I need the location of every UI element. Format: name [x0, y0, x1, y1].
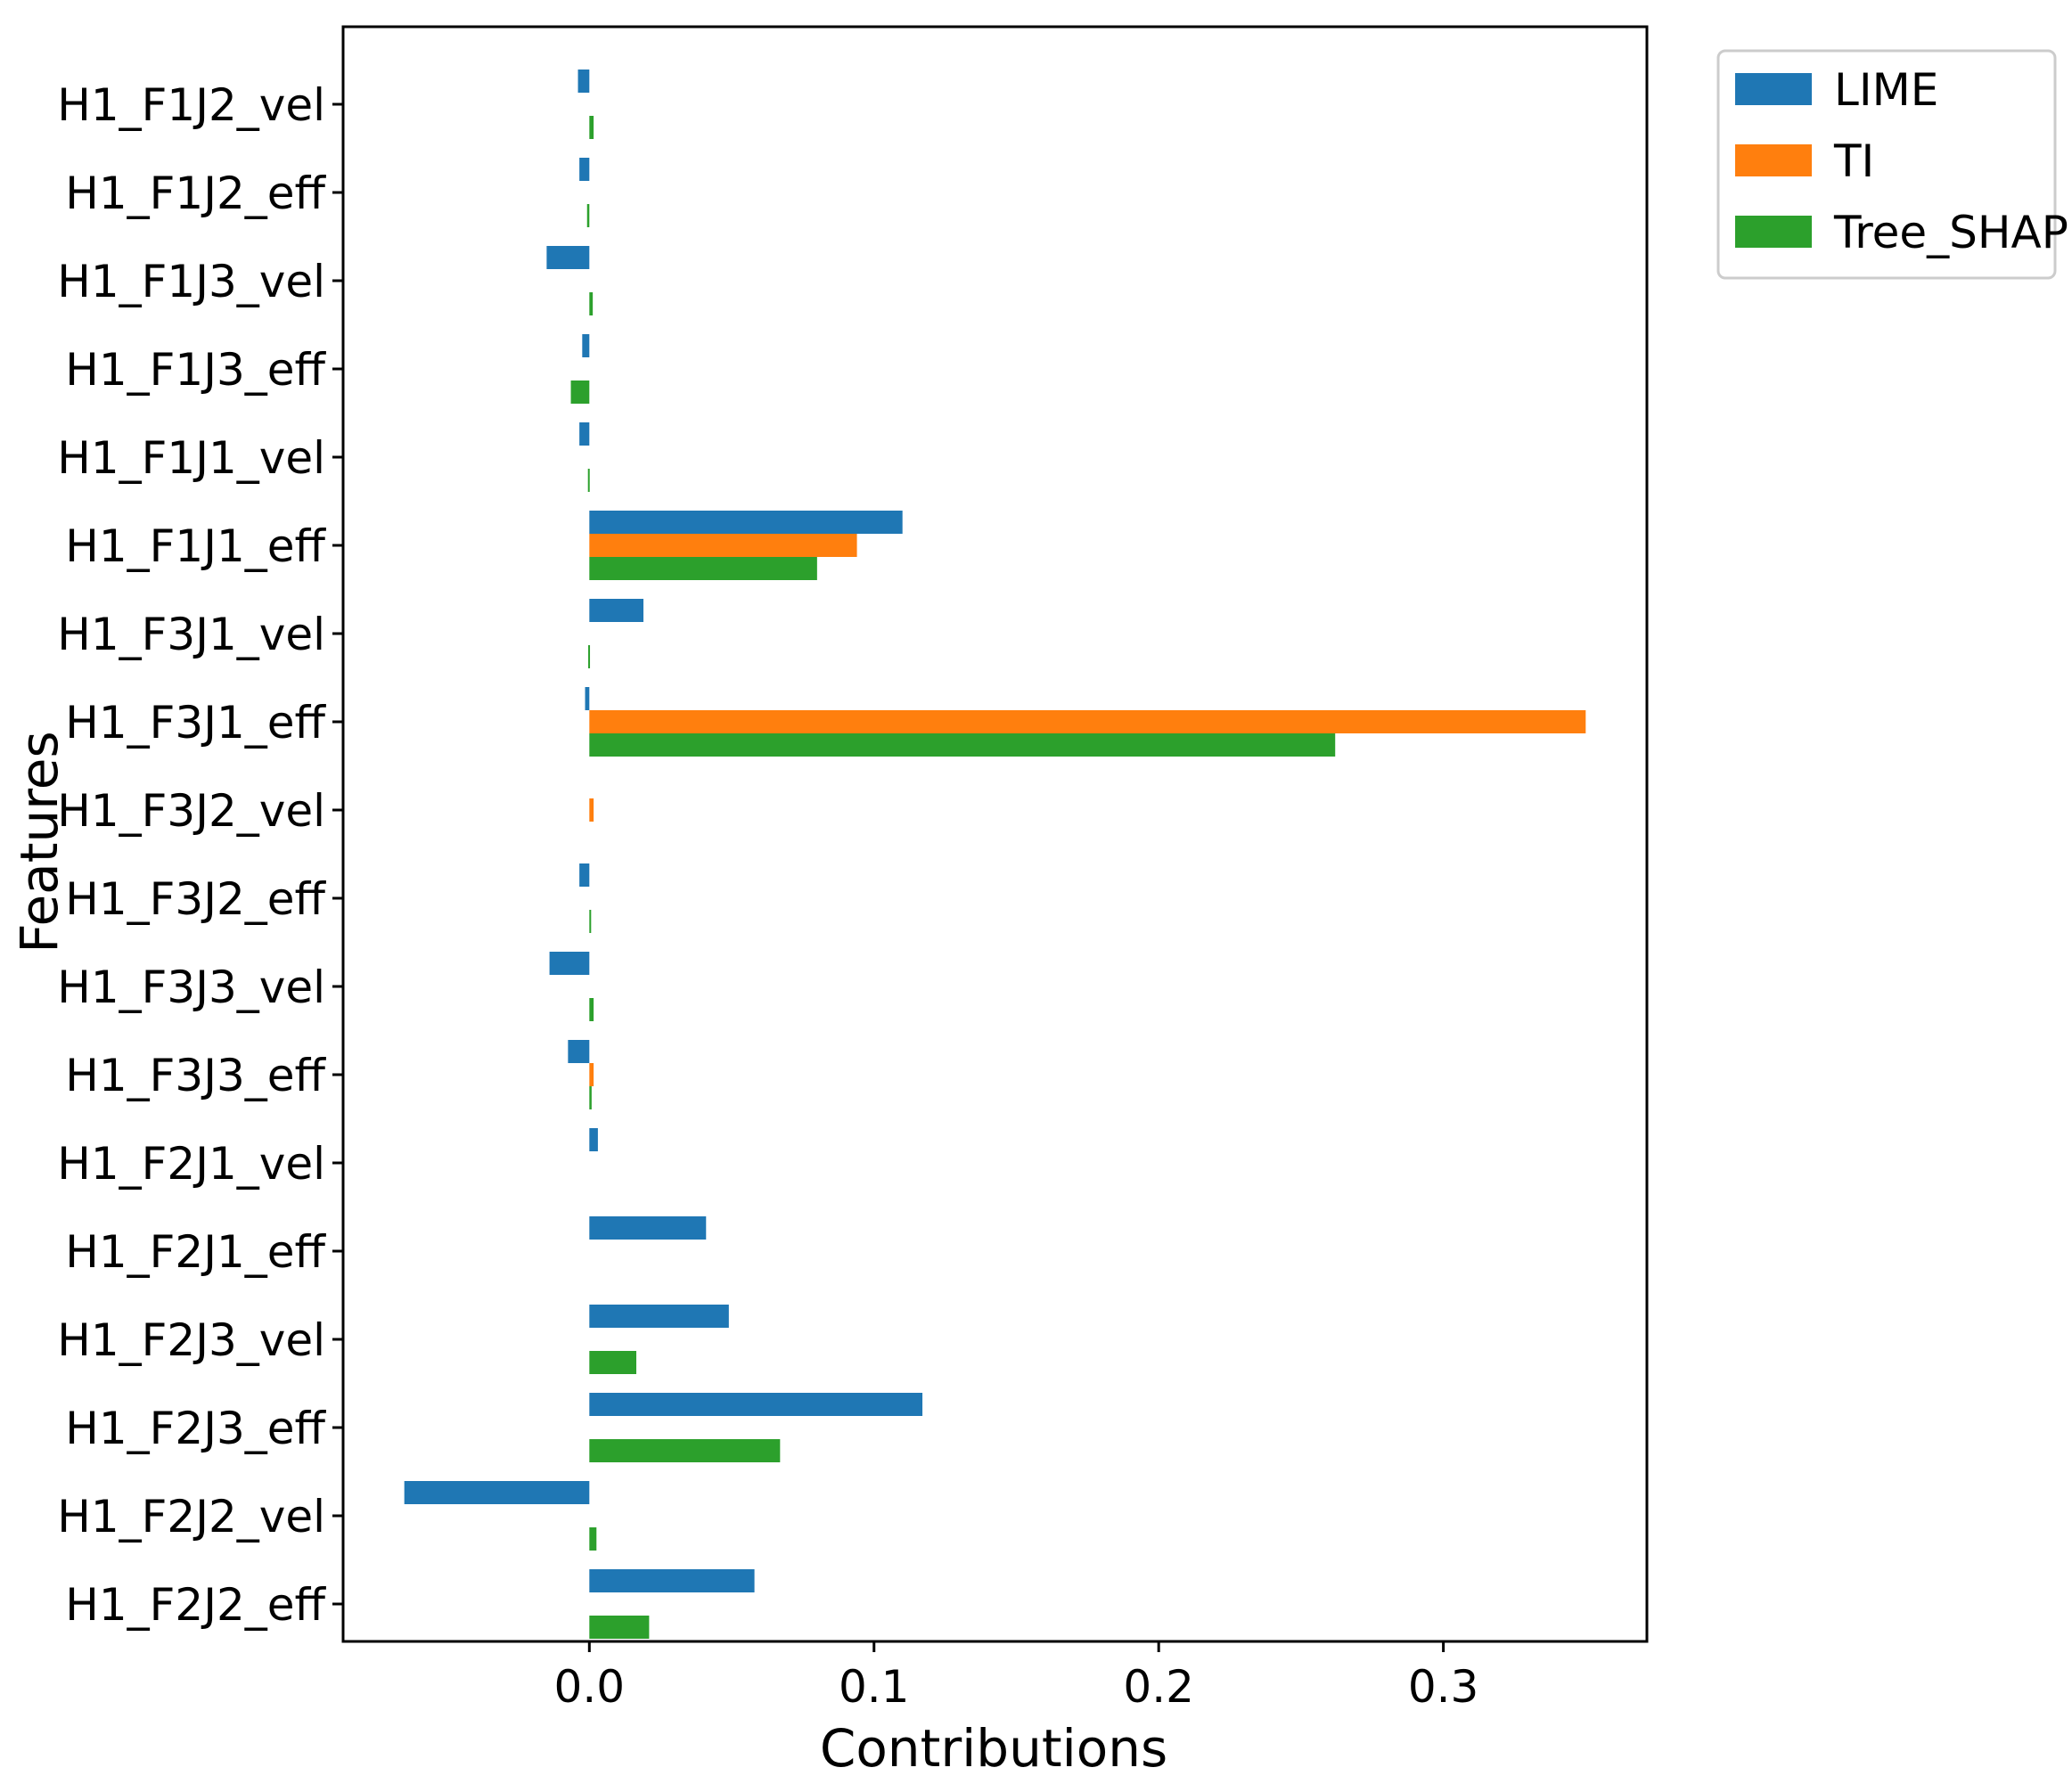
bar-lime-h1-f2j1-eff	[589, 1216, 707, 1240]
bar-lime-h1-f2j3-eff	[589, 1393, 923, 1416]
bar-tree-shap-h1-f3j1-eff	[589, 733, 1336, 757]
bar-lime-h1-f3j3-vel	[549, 952, 590, 975]
y-tick-label: H1_F2J1_vel	[57, 1138, 325, 1190]
y-tick-label: H1_F1J2_vel	[57, 79, 325, 131]
bar-tree-shap-h1-f3j3-eff	[589, 1086, 592, 1109]
bar-lime-h1-f1j3-eff	[582, 334, 590, 357]
bar-ti-h1-f3j1-eff	[589, 710, 1586, 733]
bars-layer	[404, 70, 1586, 1639]
x-tick-label: 0.1	[839, 1661, 910, 1713]
bar-tree-shap-h1-f3j1-vel	[588, 645, 591, 668]
bar-tree-shap-h1-f1j1-vel	[587, 469, 590, 492]
y-tick-label: H1_F2J2_vel	[57, 1491, 325, 1543]
bar-lime-h1-f2j2-eff	[589, 1569, 755, 1592]
bar-tree-shap-h1-f3j3-vel	[589, 998, 594, 1021]
y-axis: H1_F1J2_vel H1_F1J2_eff H1_F1J3_vel H1_F1J3…	[57, 79, 343, 1631]
legend-label-lime: LIME	[1834, 64, 1938, 116]
bar-lime-h1-f3j2-eff	[579, 863, 590, 887]
bar-ti-h1-f3j2-vel	[589, 798, 594, 822]
y-tick-label: H1_F2J1_eff	[65, 1226, 326, 1278]
y-tick-label: H1_F2J3_eff	[65, 1403, 326, 1454]
legend: LIME TI Tree_SHAP	[1716, 49, 2068, 280]
x-axis: 0.0 0.1 0.2 0.3	[554, 1641, 1479, 1713]
bar-lime-h1-f3j1-eff	[585, 687, 590, 710]
y-tick-label: H1_F2J2_eff	[65, 1579, 326, 1631]
legend-label-tree-shap: Tree_SHAP	[1833, 207, 2068, 258]
bar-tree-shap-h1-f2j3-vel	[589, 1351, 637, 1374]
legend-swatch-tree-shap	[1735, 216, 1812, 248]
y-tick-label: H1_F1J2_eff	[65, 168, 326, 219]
y-tick-label: H1_F1J3_eff	[65, 344, 326, 396]
bar-tree-shap-h1-f2j2-eff	[589, 1616, 650, 1639]
x-tick-label: 0.3	[1408, 1661, 1479, 1713]
bar-tree-shap-h1-f1j1-eff	[589, 557, 817, 580]
bar-ti-h1-f3j3-eff	[589, 1063, 594, 1086]
y-axis-title: Features	[9, 731, 70, 953]
bar-lime-h1-f1j2-vel	[577, 70, 590, 93]
bar-tree-shap-h1-f1j2-vel	[589, 116, 594, 139]
y-tick-label: H1_F3J2_vel	[57, 785, 325, 837]
bar-lime-h1-f1j1-vel	[579, 422, 590, 446]
y-tick-label: H1_F1J1_vel	[57, 432, 325, 484]
legend-swatch-lime	[1735, 73, 1812, 105]
y-tick-label: H1_F3J2_eff	[65, 873, 326, 925]
bar-tree-shap-h1-f1j3-vel	[589, 292, 594, 315]
bar-lime-h1-f2j3-vel	[589, 1305, 729, 1328]
bar-lime-h1-f1j1-eff	[589, 511, 903, 534]
legend-swatch-ti	[1735, 144, 1812, 176]
y-tick-label: H1_F2J3_vel	[57, 1314, 325, 1366]
y-tick-label: H1_F3J1_eff	[65, 697, 326, 749]
y-tick-label: H1_F3J1_vel	[57, 609, 325, 660]
bar-lime-h1-f3j1-vel	[589, 599, 644, 622]
y-tick-label: H1_F3J3_vel	[57, 962, 325, 1013]
bar-lime-h1-f2j1-vel	[589, 1128, 598, 1151]
bar-tree-shap-h1-f1j2-eff	[586, 204, 590, 227]
bar-tree-shap-h1-f2j2-vel	[589, 1527, 597, 1551]
x-axis-title: Contributions	[820, 1718, 1167, 1779]
bar-tree-shap-h1-f2j3-eff	[589, 1439, 781, 1462]
bar-ti-h1-f1j1-eff	[589, 534, 857, 557]
y-tick-label: H1_F1J1_eff	[65, 520, 326, 572]
y-tick-label: H1_F1J3_vel	[57, 256, 325, 307]
legend-items: LIME TI Tree_SHAP	[1735, 64, 2068, 258]
x-tick-label: 0.0	[554, 1661, 626, 1713]
legend-label-ti: TI	[1833, 135, 1874, 187]
plot-area-frame	[341, 25, 1649, 1643]
bar-tree-shap-h1-f3j2-eff	[589, 910, 592, 933]
bar-lime-h1-f3j3-eff	[568, 1040, 590, 1063]
bar-lime-h1-f1j2-eff	[579, 158, 590, 181]
bar-lime-h1-f1j3-vel	[546, 246, 590, 269]
bar-lime-h1-f2j2-vel	[404, 1481, 590, 1504]
bar-tree-shap-h1-f1j3-eff	[570, 381, 590, 404]
x-tick-label: 0.2	[1123, 1661, 1194, 1713]
y-tick-label: H1_F3J3_eff	[65, 1050, 326, 1101]
